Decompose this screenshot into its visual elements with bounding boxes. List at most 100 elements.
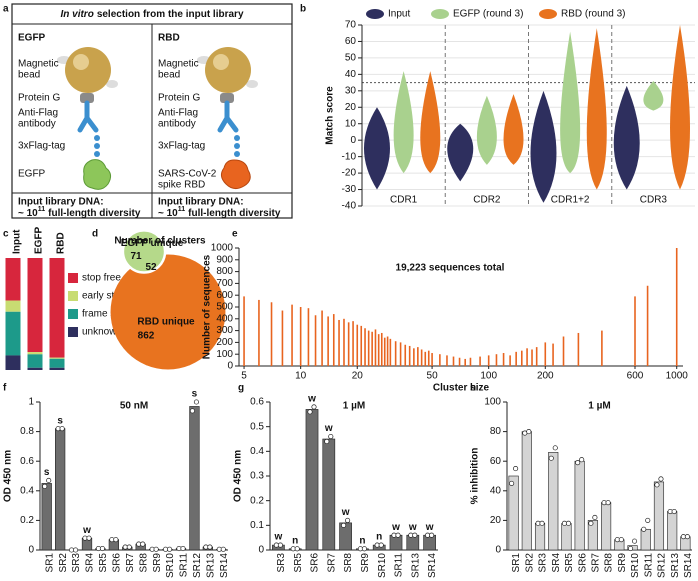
violin: [560, 31, 581, 174]
bar-segment: [5, 311, 21, 356]
x-tick-label: SR11: [643, 553, 654, 578]
panel-letter: e: [232, 229, 238, 240]
significance-label: w: [82, 525, 91, 536]
replicate-dot: [539, 520, 545, 526]
bar: [343, 318, 345, 366]
bar: [577, 332, 580, 366]
y-tick-label: 300: [216, 325, 233, 336]
x-tick-label: SR11: [394, 553, 405, 578]
replicate-dot: [113, 537, 119, 543]
chart-title: 50 nM: [120, 401, 148, 412]
bar: [389, 534, 403, 551]
replicate-dot: [46, 477, 52, 483]
significance-label: w: [274, 532, 283, 543]
footer-diversity: ~ 1011 full-length diversity: [18, 206, 141, 219]
component-label: Magnetic: [158, 59, 199, 70]
bar: [446, 355, 448, 366]
x-tick-label: CDR1+2: [551, 195, 590, 206]
x-tick-label: SR14: [219, 553, 230, 578]
replicate-dot: [395, 532, 401, 538]
y-tick-label: 10: [345, 118, 357, 129]
y-tick-label: 0.8: [20, 426, 34, 437]
x-tick-label: SR4: [85, 553, 96, 573]
replicate-dot: [307, 409, 313, 415]
component-label: spike RBD: [158, 180, 205, 191]
y-tick-label: 700: [216, 278, 233, 289]
x-tick-label: SR11: [179, 553, 190, 578]
violin: [393, 71, 414, 174]
x-tick-label: SR8: [138, 553, 149, 573]
x-tick-label: SR7: [591, 553, 602, 573]
bar: [307, 308, 310, 366]
set-name: RBD unique: [137, 317, 195, 328]
bar: [508, 475, 519, 551]
flag-tag: [94, 135, 100, 141]
panel-letter: a: [3, 4, 9, 15]
replicate-dot: [658, 476, 664, 482]
bar: [41, 483, 52, 551]
bar: [360, 325, 363, 366]
bar: [601, 330, 603, 366]
bar: [394, 341, 397, 366]
legend-label: Input: [388, 9, 410, 20]
flag-tag: [234, 135, 240, 141]
bar: [534, 523, 546, 551]
bar: [189, 406, 200, 551]
replicate-dot: [548, 455, 554, 461]
x-tick-label: SR5: [98, 553, 109, 573]
x-tick-label: SR13: [670, 553, 681, 578]
significance-label: w: [408, 522, 417, 533]
legend-label: EGFP (round 3): [453, 9, 523, 20]
bar: [386, 336, 389, 366]
y-axis-label: Match score: [325, 86, 336, 145]
x-tick-label: EGFP: [34, 226, 45, 254]
replicate-dot: [345, 517, 351, 523]
bar: [452, 356, 455, 366]
bar: [520, 350, 523, 366]
replicate-dot: [324, 438, 330, 445]
violin: [586, 28, 607, 190]
y-tick-label: 0.6: [250, 397, 264, 408]
y-tick-label: 0: [258, 545, 264, 556]
x-tick-label: SR9: [617, 553, 628, 573]
legend-swatch: [68, 291, 78, 301]
replicate-dot: [59, 426, 65, 432]
bar: [374, 329, 377, 366]
y-axis-label: % inhibition: [470, 448, 481, 505]
replicate-dot: [86, 535, 92, 541]
x-tick-label: CDR1: [390, 195, 418, 206]
y-tick-label: -40: [342, 201, 357, 212]
bar: [667, 511, 678, 551]
bar: [509, 355, 511, 366]
footer-line: Input library DNA:: [158, 197, 244, 208]
significance-label: w: [341, 507, 350, 518]
bar: [420, 349, 423, 366]
replicate-dot: [654, 482, 660, 488]
bar: [399, 342, 402, 366]
violin: [420, 71, 441, 174]
y-tick-label: 70: [345, 20, 357, 31]
replicate-dot: [627, 545, 634, 552]
y-tick-label: 0: [227, 361, 233, 372]
legend-swatch: [68, 309, 78, 319]
bar: [544, 342, 547, 366]
violin: [363, 107, 390, 190]
y-tick-label: 600: [216, 290, 233, 301]
overlap-count: 52: [145, 262, 157, 273]
bar: [55, 428, 66, 551]
bar: [258, 299, 260, 366]
replicate-dot: [526, 429, 532, 435]
set-count: 71: [130, 251, 142, 262]
x-tick-label: SR12: [657, 553, 668, 578]
bar: [299, 307, 302, 366]
bar: [424, 351, 427, 366]
violin: [643, 80, 664, 111]
replicate-dot: [513, 466, 519, 472]
x-tick-label: SR2: [58, 553, 69, 573]
bar: [548, 452, 559, 551]
bar: [332, 314, 335, 366]
legend-label: early stop: [82, 291, 126, 302]
y-tick-label: 30: [345, 85, 357, 96]
x-tick-label: SR14: [427, 553, 438, 578]
bar: [495, 354, 498, 366]
